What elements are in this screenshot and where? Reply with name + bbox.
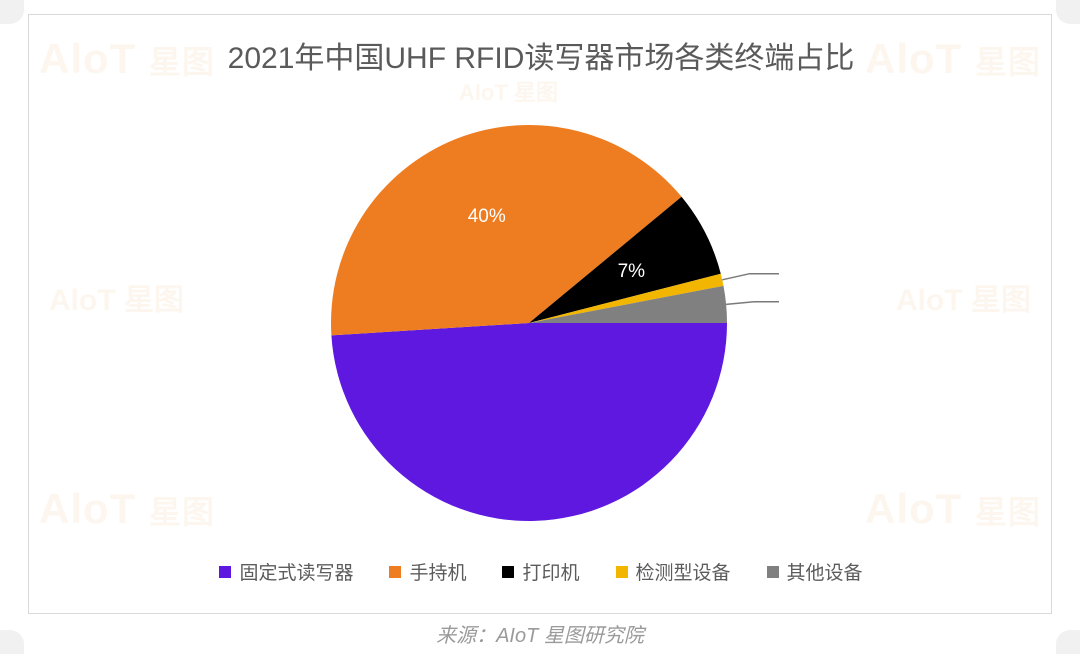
legend-swatch	[219, 566, 231, 578]
watermark-logo: AloT 星图	[865, 485, 1041, 533]
legend-item: 其他设备	[767, 558, 863, 585]
legend-swatch	[502, 566, 514, 578]
callout-leader	[726, 302, 779, 305]
legend-item: 检测型设备	[616, 558, 731, 585]
legend-label: 其他设备	[787, 558, 863, 585]
pie-slice-label: 7%	[618, 261, 646, 282]
pie-chart: 40%7%1.00%3.00%	[279, 91, 779, 531]
legend-item: 固定式读写器	[219, 558, 353, 585]
watermark-text: AloT 星图	[49, 275, 184, 319]
callout-leader	[722, 274, 779, 280]
watermark-text: AloT 星图	[896, 275, 1031, 319]
legend-item: 打印机	[502, 558, 579, 585]
legend-label: 手持机	[409, 558, 466, 585]
legend-item: 手持机	[389, 558, 466, 585]
corner-shadow	[1056, 0, 1080, 24]
legend-swatch	[389, 566, 401, 578]
legend-label: 固定式读写器	[239, 558, 353, 585]
legend-label: 检测型设备	[636, 558, 731, 585]
chart-title: 2021年中国UHF RFID读写器市场各类终端占比	[29, 33, 1053, 77]
legend-swatch	[616, 566, 628, 578]
corner-shadow	[0, 0, 24, 24]
chart-card: AloT 星图 AloT 星图 AloT 星图 AloT 星图 AloT 星图 …	[28, 14, 1052, 614]
pie-slice	[331, 323, 727, 521]
legend: 固定式读写器 手持机 打印机 检测型设备 其他设备	[29, 558, 1053, 585]
legend-label: 打印机	[522, 558, 579, 585]
pie-slice-label: 40%	[468, 206, 506, 227]
legend-swatch	[767, 566, 779, 578]
source-attribution: 来源：AIoT 星图研究院	[0, 619, 1080, 648]
watermark-logo: AloT 星图	[39, 485, 215, 533]
